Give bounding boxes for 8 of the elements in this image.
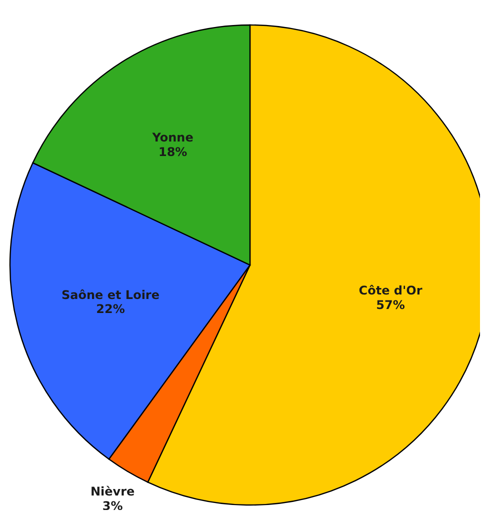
data-label: 57%	[376, 298, 405, 312]
slice-label: Yonne	[151, 130, 194, 144]
slice-label: Nièvre	[90, 484, 135, 498]
data-label: 22%	[96, 302, 125, 316]
data-label: 18%	[158, 144, 188, 159]
data-label: 3%	[102, 498, 123, 513]
slice-label: Saône et Loire	[62, 288, 160, 302]
slice-label: Côte d'Or	[358, 283, 422, 298]
